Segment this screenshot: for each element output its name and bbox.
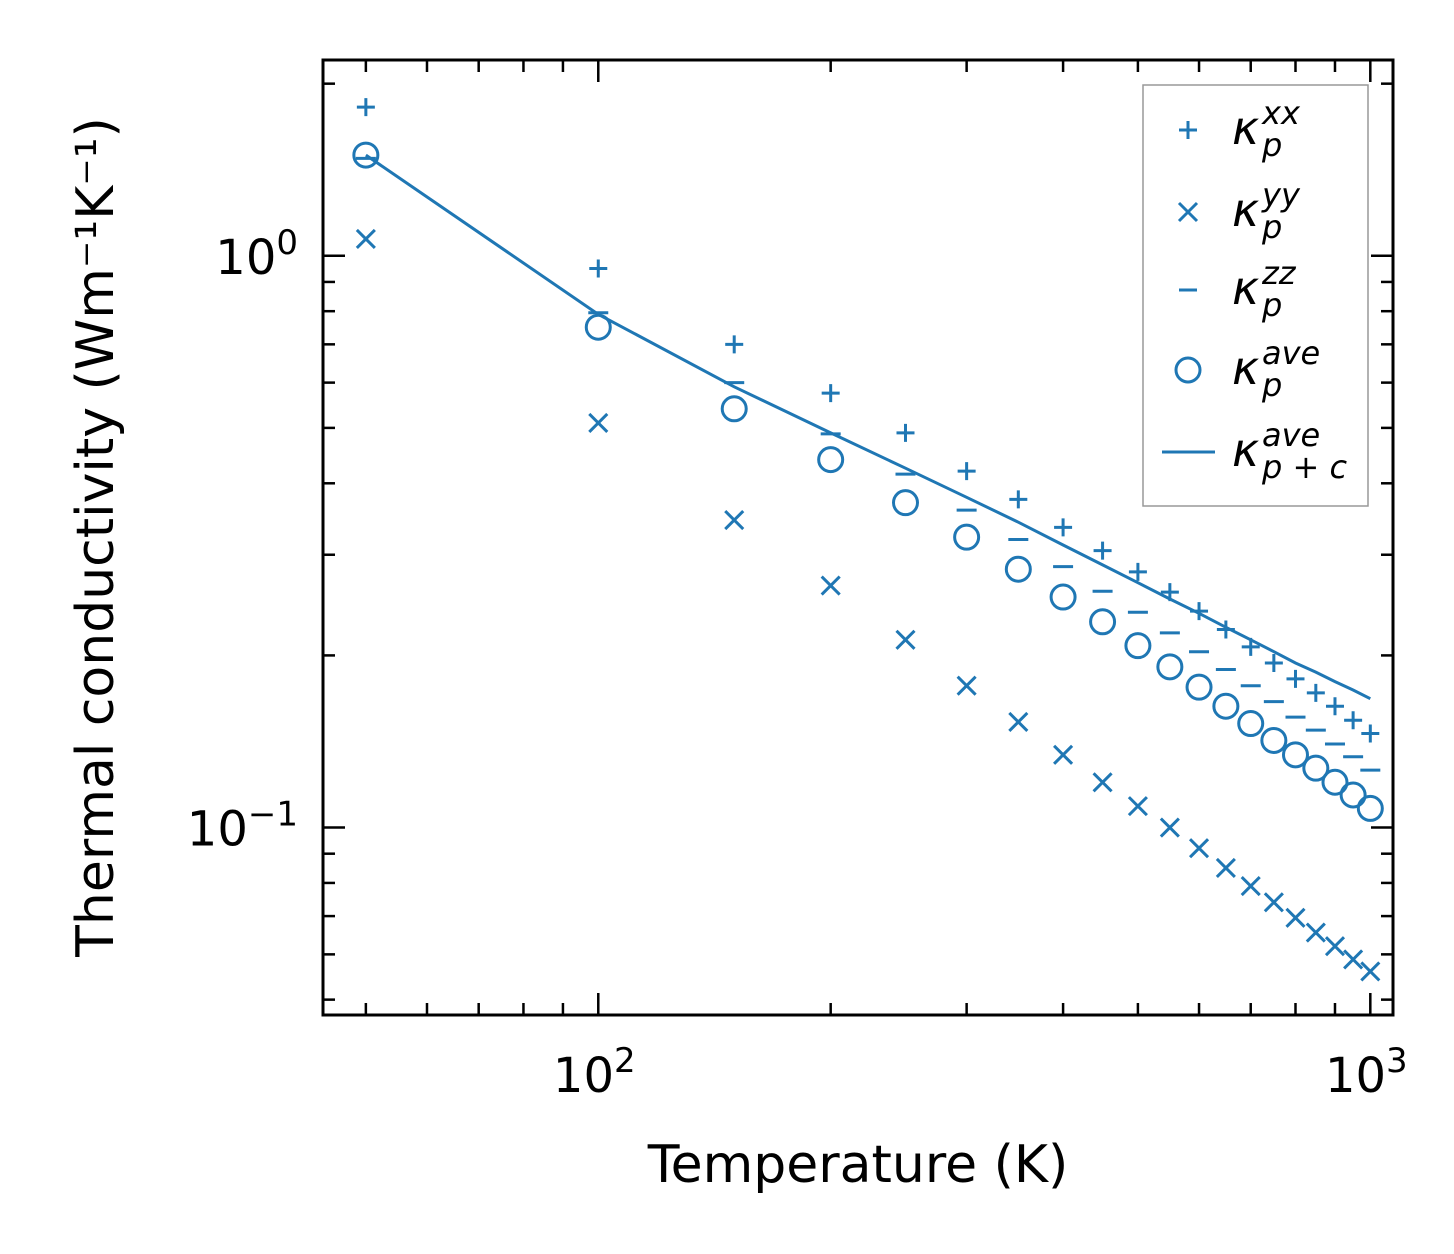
data-point-series-3	[1260, 726, 1288, 754]
data-point-series-0	[957, 462, 976, 481]
legend-box	[1142, 84, 1369, 507]
svg-text:p: p	[1261, 366, 1282, 404]
legend-label-1: κ yyp	[1232, 176, 1301, 246]
data-point-series-0	[896, 423, 915, 442]
svg-text:κ: κ	[1232, 183, 1259, 237]
data-point-series-3	[720, 395, 748, 423]
data-point-series-1	[1188, 838, 1210, 859]
x-tick-label: 102	[553, 1041, 636, 1104]
data-point-series-0	[725, 335, 744, 354]
data-point-series-3	[1049, 583, 1077, 611]
data-point-series-3	[1356, 794, 1384, 822]
data-point-series-1	[1127, 796, 1148, 817]
axis-tick-labels: 102 103 100 10−1	[187, 223, 1408, 1104]
data-point-series-0	[589, 259, 608, 278]
data-point-series-3	[1089, 608, 1117, 636]
legend-label-2: κ zzp	[1232, 254, 1297, 324]
svg-text:xx: xx	[1261, 94, 1301, 132]
x-tick-label: 103	[1325, 1041, 1408, 1104]
svg-text:yy: yy	[1261, 176, 1301, 214]
data-point-series-1	[1053, 744, 1074, 765]
data-point-series-3	[1339, 781, 1367, 809]
svg-text:ave: ave	[1262, 416, 1320, 454]
data-point-series-0	[1093, 541, 1112, 560]
data-point-series-0	[1054, 518, 1073, 537]
data-point-series-1	[895, 629, 916, 650]
data-point-series-1	[1159, 817, 1180, 838]
data-point-series-0	[1128, 562, 1147, 581]
data-point-series-3	[1237, 710, 1265, 738]
data-point-series-0	[356, 98, 375, 117]
x-axis-label: Temperature (K)	[647, 1135, 1069, 1195]
data-point-series-3	[891, 489, 919, 517]
data-point-series-3	[1321, 768, 1349, 796]
data-point-series-1	[1305, 922, 1326, 943]
data-point-series-3	[1302, 754, 1330, 782]
data-point-series-3	[352, 141, 380, 169]
data-point-series-3	[953, 523, 981, 551]
data-point-series-3	[1124, 632, 1152, 660]
data-point-series-1	[1360, 961, 1381, 982]
data-point-series-1	[1215, 857, 1236, 878]
legend-label-0: κ xxp	[1232, 94, 1301, 164]
svg-text:p: p	[1261, 286, 1282, 324]
data-point-series-1	[588, 412, 609, 434]
data-point-series-3	[1004, 555, 1032, 583]
svg-text:κ: κ	[1232, 261, 1259, 315]
data-point-series-1	[1263, 892, 1284, 913]
data-point-series-0	[1264, 653, 1283, 672]
data-point-series-0	[1009, 490, 1028, 509]
legend-symbol-1	[1177, 201, 1199, 223]
svg-text:zz: zz	[1261, 254, 1297, 292]
data-marks	[352, 98, 1384, 982]
svg-text:κ: κ	[1232, 423, 1259, 477]
data-point-series-0	[1325, 697, 1344, 716]
data-point-series-3	[1185, 673, 1213, 701]
series-line-p-plus-c-ave	[365, 153, 1371, 701]
svg-text:ave: ave	[1262, 334, 1320, 372]
data-point-series-1	[1008, 711, 1029, 732]
svg-text:p + c: p + c	[1261, 448, 1347, 486]
data-point-series-0	[1361, 724, 1380, 743]
data-point-series-0	[1306, 683, 1325, 702]
y-tick-label: 100	[215, 223, 298, 286]
y-tick-label: 10−1	[187, 795, 298, 858]
data-point-series-0	[1286, 669, 1305, 688]
data-point-series-3	[817, 446, 845, 474]
svg-text:p: p	[1261, 208, 1282, 246]
data-point-series-0	[821, 384, 840, 403]
data-point-series-3	[1212, 692, 1240, 720]
data-point-series-1	[1324, 936, 1346, 957]
data-point-series-3	[1156, 653, 1184, 681]
svg-text:p: p	[1261, 126, 1282, 164]
data-point-series-1	[724, 509, 745, 531]
data-point-series-1	[1285, 907, 1306, 928]
legend-symbol-3	[1174, 356, 1202, 384]
axis-ticks	[323, 60, 1393, 1015]
svg-text:κ: κ	[1232, 101, 1259, 155]
data-point-series-1	[956, 675, 977, 696]
data-point-series-0	[1344, 711, 1363, 730]
legend-symbol-0	[1179, 121, 1197, 139]
y-axis-label: Thermal conductivity (Wm⁻¹K⁻¹)	[66, 117, 126, 958]
data-point-series-1	[1092, 772, 1113, 793]
data-point-series-1	[1240, 875, 1261, 897]
data-point-series-1	[355, 228, 376, 250]
data-point-series-1	[820, 575, 841, 596]
data-point-series-3	[1281, 741, 1309, 769]
svg-text:κ: κ	[1232, 341, 1259, 395]
data-point-series-1	[1343, 949, 1364, 970]
